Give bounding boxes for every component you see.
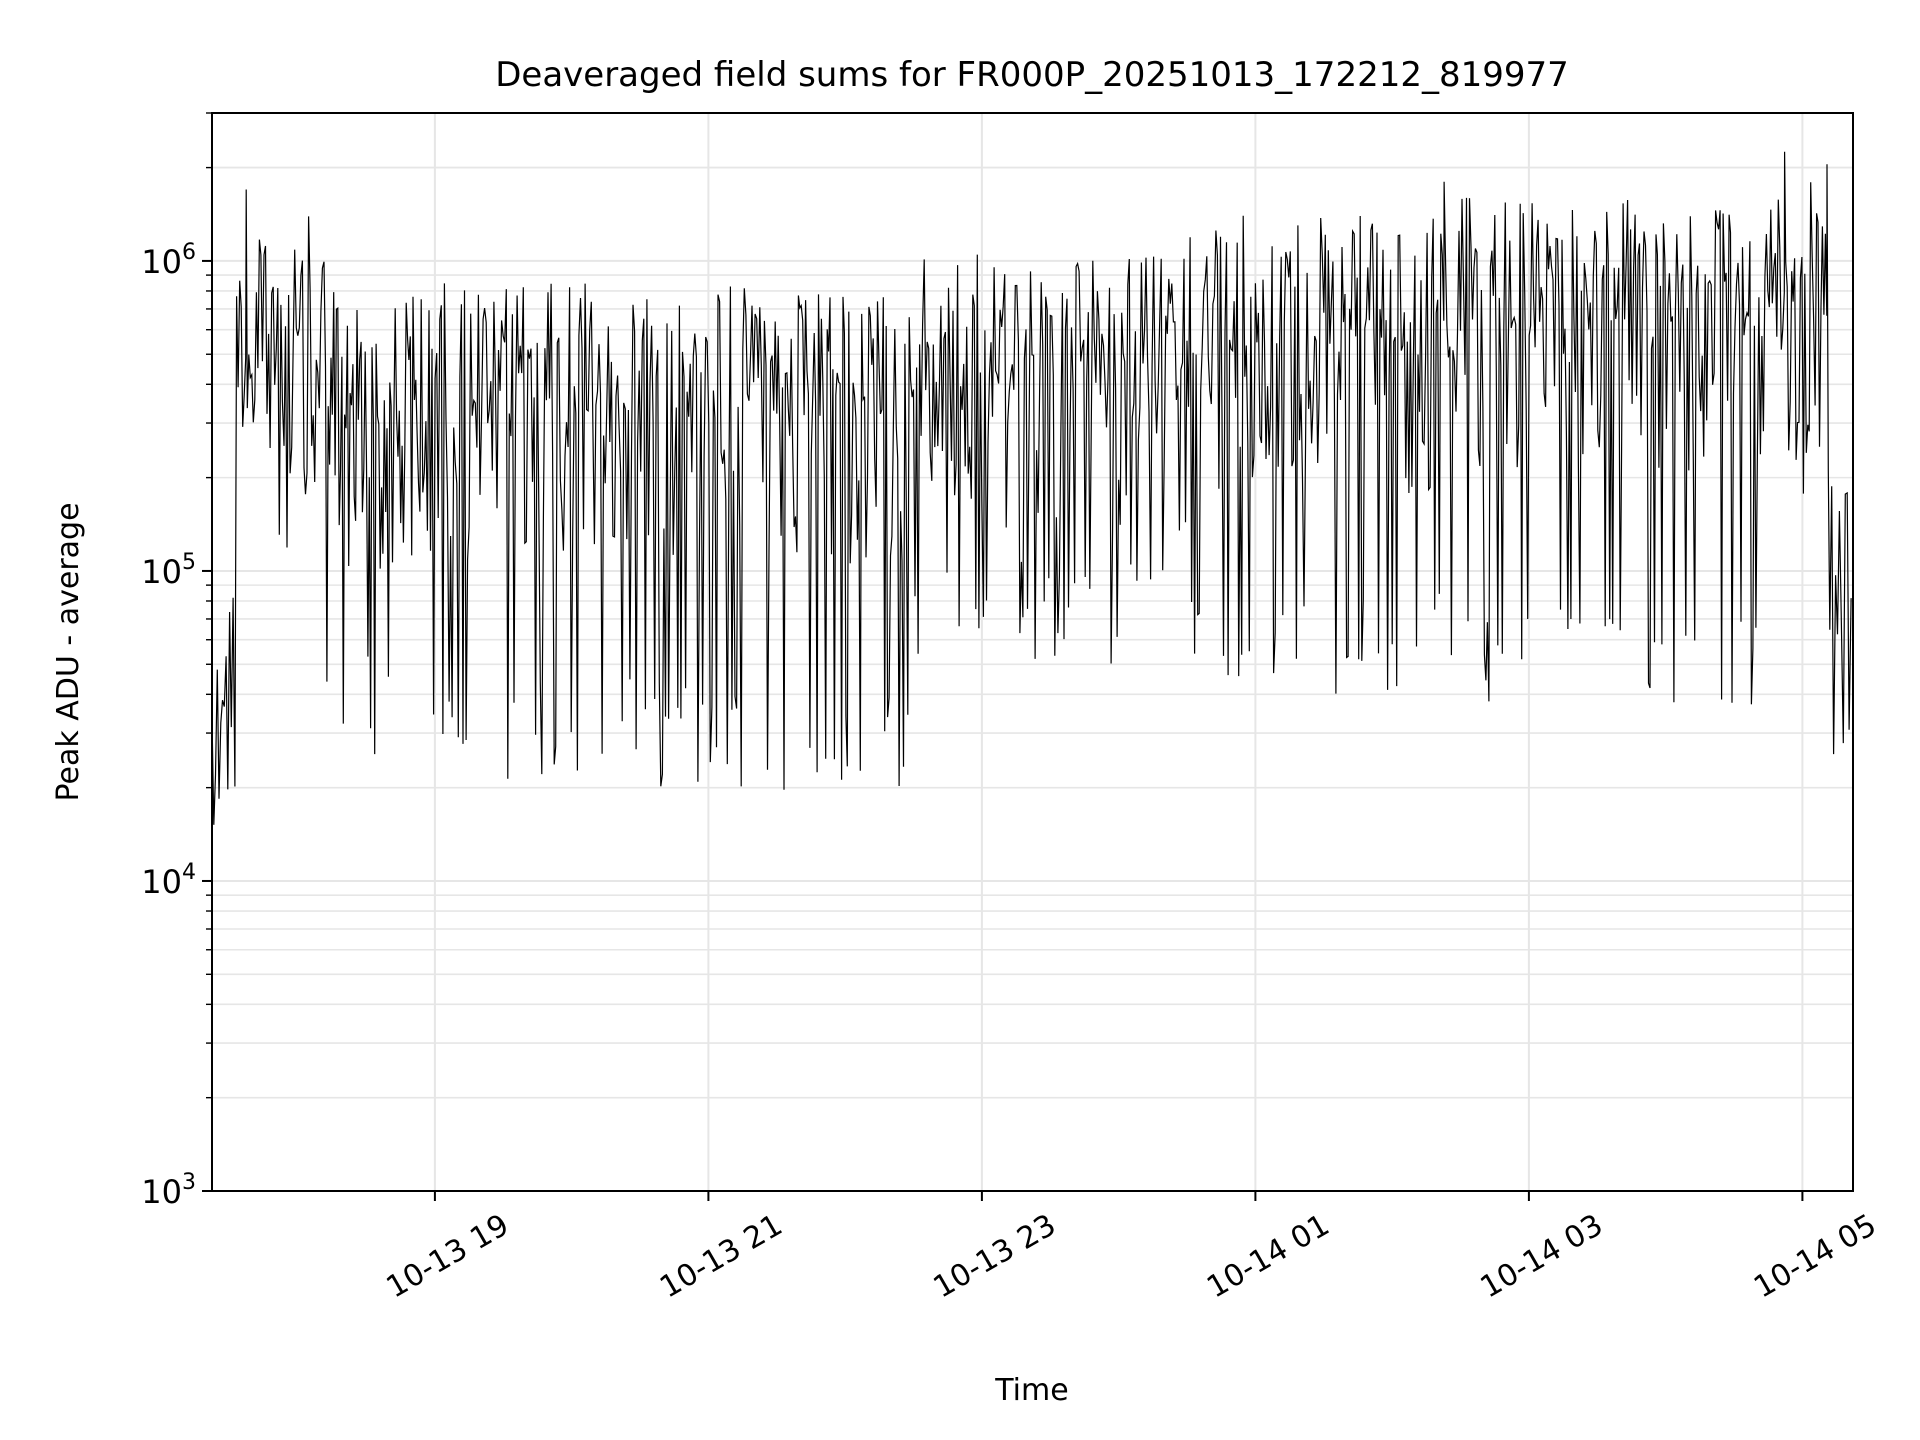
plot-frame <box>211 112 1854 1192</box>
series-layer <box>211 151 1852 825</box>
y-tick-label: 104 <box>141 860 196 901</box>
y-tick-exponent: 3 <box>182 1170 196 1195</box>
y-axis-label: Peak ADU - average <box>51 502 86 801</box>
y-tick-exponent: 6 <box>182 240 196 265</box>
grid <box>212 112 1853 1192</box>
chart-title: Deaveraged field sums for FR000P_2025101… <box>495 55 1569 95</box>
y-tick-exponent: 4 <box>182 860 196 885</box>
y-tick-label: 103 <box>141 1170 196 1211</box>
y-tick-label: 106 <box>141 240 196 281</box>
y-tick-base: 10 <box>141 1173 182 1211</box>
series-line <box>211 151 1852 825</box>
y-tick-base: 10 <box>141 553 182 591</box>
x-axis-label: Time <box>994 1373 1068 1408</box>
y-tick-base: 10 <box>141 863 182 901</box>
y-tick-label: 105 <box>141 550 196 591</box>
y-tick-base: 10 <box>141 243 182 281</box>
y-tick-exponent: 5 <box>182 550 196 575</box>
